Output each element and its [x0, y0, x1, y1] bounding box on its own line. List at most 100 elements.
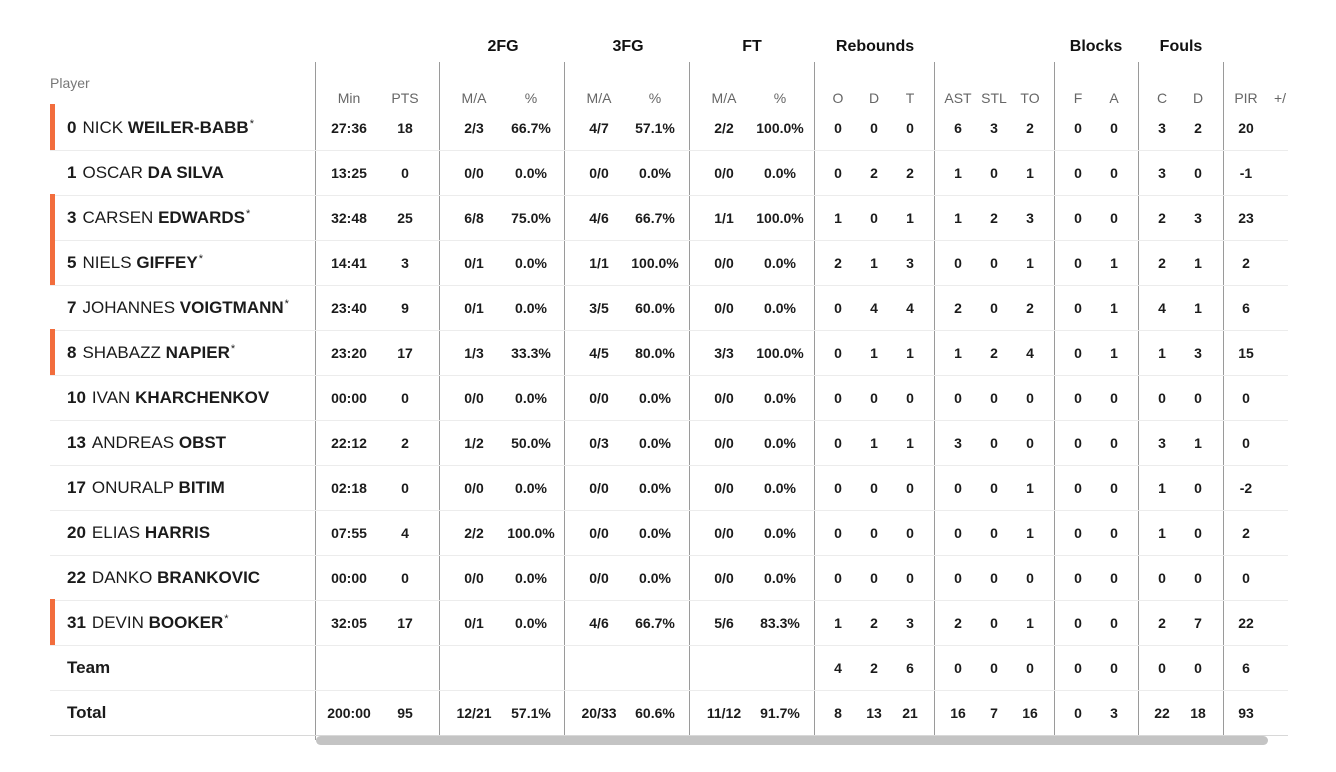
stat-cell: 3	[1110, 705, 1118, 721]
column-header[interactable]: C	[1156, 90, 1168, 106]
stat-cell: 0	[401, 570, 409, 586]
column-header[interactable]: M/A	[711, 90, 737, 106]
stat-cell: -1	[1239, 165, 1253, 181]
column-divider	[1054, 62, 1055, 740]
stat-cell: 0	[834, 480, 842, 496]
column-header[interactable]: M/A	[586, 90, 612, 106]
stat-cell: 17	[397, 615, 413, 631]
stat-cell: 0	[990, 660, 998, 676]
column-header[interactable]: +/	[1273, 90, 1287, 106]
stat-cell: 4	[1158, 300, 1166, 316]
stat-cell: 0	[1074, 570, 1082, 586]
stat-cell: 0	[954, 255, 962, 271]
first-name: SHABAZZ	[82, 343, 161, 362]
stat-cell: 93	[1238, 705, 1254, 721]
stat-cell: 0/0	[589, 480, 609, 496]
stat-cell: 1	[834, 615, 842, 631]
stat-cell: 1	[834, 210, 842, 226]
column-header[interactable]: Min	[337, 90, 361, 106]
stat-cell: 16	[1022, 705, 1038, 721]
stat-cell: 3/5	[589, 300, 609, 316]
stat-cell: 0	[1074, 525, 1082, 541]
player-name-link[interactable]: 0 NICK WEILER-BABB*	[67, 118, 254, 138]
stat-cell: 0	[906, 480, 914, 496]
stat-cell: 0	[990, 300, 998, 316]
column-header[interactable]: D	[1192, 90, 1204, 106]
column-header[interactable]: PTS	[391, 90, 419, 106]
player-name-link[interactable]: 13 ANDREAS OBST	[67, 433, 226, 453]
first-name: ELIAS	[91, 523, 141, 542]
stat-cell: 0.0%	[515, 390, 547, 406]
stat-cell: 0	[1074, 300, 1082, 316]
column-header[interactable]: %	[773, 90, 787, 106]
jersey-number: 20	[67, 523, 86, 542]
player-name-link[interactable]: 3 CARSEN EDWARDS*	[67, 208, 250, 228]
stat-cell: 0	[1194, 570, 1202, 586]
column-header[interactable]: AST	[944, 90, 972, 106]
stat-cell: 6	[1242, 300, 1250, 316]
column-header[interactable]: M/A	[461, 90, 487, 106]
stat-cell: 0	[990, 165, 998, 181]
jersey-number: 17	[67, 478, 86, 497]
player-name-link[interactable]: 8 SHABAZZ NAPIER*	[67, 343, 235, 363]
stat-cell: 0.0%	[639, 570, 671, 586]
stat-cell: 1	[1110, 345, 1118, 361]
stat-cell: 83.3%	[760, 615, 800, 631]
player-name-link[interactable]: 22 DANKO BRANKOVIC	[67, 568, 260, 588]
stat-cell: 0	[1026, 660, 1034, 676]
first-name: DANKO	[91, 568, 153, 587]
player-name-link[interactable]: 7 JOHANNES VOIGTMANN*	[67, 298, 289, 318]
player-name-link[interactable]: 10 IVAN KHARCHENKOV	[67, 388, 269, 408]
stat-cell: 0	[1026, 435, 1034, 451]
stat-cell: 0	[990, 255, 998, 271]
stat-cell: 13	[866, 705, 882, 721]
player-name-link[interactable]: 31 DEVIN BOOKER*	[67, 613, 229, 633]
stat-cell: 4/6	[589, 615, 609, 631]
first-name: DEVIN	[91, 613, 144, 632]
starter-indicator	[50, 599, 55, 645]
player-name-link[interactable]: 5 NIELS GIFFEY*	[67, 253, 203, 273]
player-name-link[interactable]: 1 OSCAR DA SILVA	[67, 163, 224, 183]
stat-cell: 2	[906, 165, 914, 181]
column-header[interactable]: STL	[981, 90, 1007, 106]
column-header[interactable]: D	[868, 90, 880, 106]
column-divider	[934, 62, 935, 740]
stat-cell: 0	[401, 480, 409, 496]
starter-indicator	[50, 239, 55, 285]
stat-cell: 0.0%	[764, 300, 796, 316]
stat-cell: 6	[906, 660, 914, 676]
stat-cell: 0.0%	[764, 570, 796, 586]
stat-cell: 4/5	[589, 345, 609, 361]
horizontal-scrollbar[interactable]	[316, 736, 1268, 745]
stat-cell: 1	[1158, 345, 1166, 361]
player-name-link[interactable]: 17 ONURALP BITIM	[67, 478, 225, 498]
column-header[interactable]: PIR	[1234, 90, 1258, 106]
column-divider	[564, 62, 565, 740]
stat-cell: 0	[1110, 165, 1118, 181]
stat-cell: 4/6	[589, 210, 609, 226]
stat-cell: 0	[870, 525, 878, 541]
stat-cell: 0/0	[714, 435, 734, 451]
column-header[interactable]: %	[524, 90, 538, 106]
last-name: HARRIS	[144, 523, 211, 542]
stat-cell: 6	[1242, 660, 1250, 676]
stat-cell: 1	[1158, 480, 1166, 496]
column-divider	[1223, 62, 1224, 740]
stat-cell: 0	[1074, 120, 1082, 136]
stat-cell: 0/0	[589, 570, 609, 586]
column-header[interactable]: O	[832, 90, 844, 106]
stat-cell: 0	[870, 480, 878, 496]
column-header[interactable]: F	[1073, 90, 1083, 106]
stat-cell: 3	[1158, 165, 1166, 181]
stat-cell: 1	[906, 345, 914, 361]
column-header[interactable]: T	[905, 90, 915, 106]
column-header[interactable]: %	[648, 90, 662, 106]
stat-cell: 27:36	[331, 120, 367, 136]
stat-cell: 0	[954, 570, 962, 586]
stat-cell: 22	[1154, 705, 1170, 721]
column-header[interactable]: A	[1109, 90, 1119, 106]
starter-indicator	[50, 329, 55, 375]
column-header[interactable]: TO	[1020, 90, 1040, 106]
player-name-link[interactable]: 20 ELIAS HARRIS	[67, 523, 210, 543]
stat-cell: 2	[1158, 210, 1166, 226]
